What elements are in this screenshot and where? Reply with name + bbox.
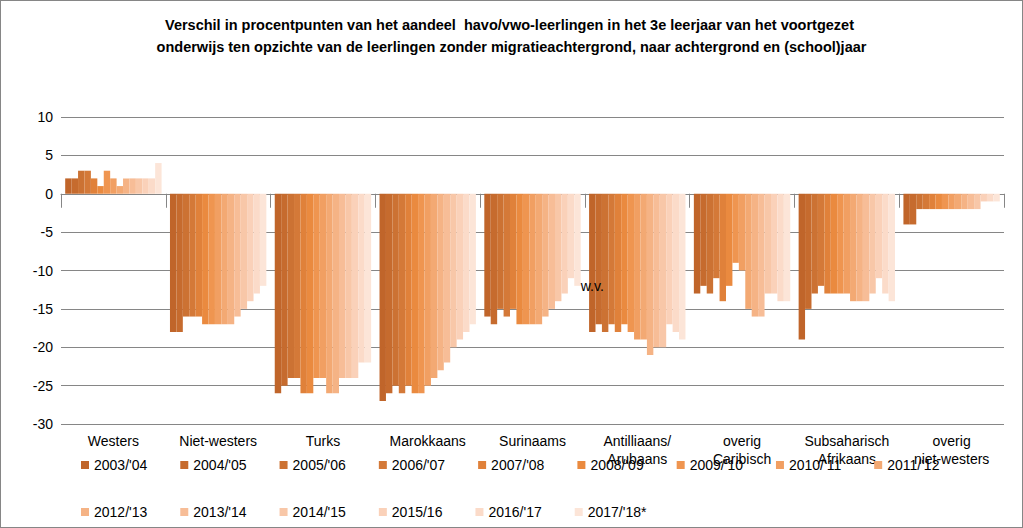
svg-text:-5: -5: [41, 224, 54, 240]
svg-text:Turks: Turks: [306, 433, 340, 449]
svg-text:overig: overig: [933, 433, 971, 449]
svg-text:2015/16: 2015/16: [392, 504, 443, 520]
svg-text:Niet-westers: Niet-westers: [179, 433, 257, 449]
svg-text:2017/'18*: 2017/'18*: [588, 504, 647, 520]
svg-text:niet-westers: niet-westers: [913, 451, 990, 467]
svg-text:Subsaharisch: Subsaharisch: [804, 433, 889, 449]
svg-text:-25: -25: [33, 378, 53, 394]
svg-text:onderwijs ten opzichte van de: onderwijs ten opzichte van de leerlingen…: [157, 39, 867, 55]
svg-text:Antilliaans/: Antilliaans/: [603, 433, 671, 449]
svg-text:10: 10: [37, 109, 53, 125]
svg-text:2016/'17: 2016/'17: [488, 504, 541, 520]
svg-text:overig: overig: [723, 433, 761, 449]
svg-text:w.v.: w.v.: [580, 278, 604, 294]
svg-text:Marokkaans: Marokkaans: [390, 433, 466, 449]
svg-text:2004/'05: 2004/'05: [193, 457, 246, 473]
svg-text:Verschil in procentpunten van: Verschil in procentpunten van het aandee…: [165, 17, 858, 33]
svg-text:2011/'12: 2011/'12: [887, 457, 939, 473]
svg-text:2010/'11: 2010/'11: [789, 457, 841, 473]
svg-text:2008/'09: 2008/'09: [590, 457, 643, 473]
svg-text:2013/'14: 2013/'14: [193, 504, 246, 520]
svg-text:0: 0: [45, 186, 53, 202]
svg-text:Afrikaans: Afrikaans: [817, 451, 876, 467]
svg-text:-20: -20: [33, 339, 53, 355]
svg-text:Westers: Westers: [88, 433, 139, 449]
svg-text:2007/'08: 2007/'08: [491, 457, 544, 473]
svg-text:2012/'13: 2012/'13: [94, 504, 147, 520]
svg-text:Surinaams: Surinaams: [499, 433, 566, 449]
svg-text:5: 5: [45, 147, 53, 163]
svg-text:-15: -15: [33, 301, 53, 317]
svg-text:2009/'10: 2009/'10: [690, 457, 743, 473]
svg-text:2005/'06: 2005/'06: [293, 457, 346, 473]
svg-text:-30: -30: [33, 416, 53, 432]
svg-text:2003/'04: 2003/'04: [94, 457, 147, 473]
svg-text:2014/'15: 2014/'15: [293, 504, 346, 520]
svg-text:-10: -10: [33, 263, 53, 279]
svg-text:2006/'07: 2006/'07: [392, 457, 445, 473]
